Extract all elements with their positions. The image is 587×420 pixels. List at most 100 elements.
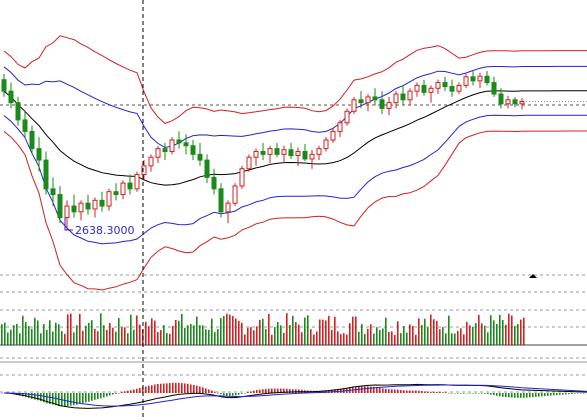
volume-bar-88 xyxy=(88,322,90,345)
volume-bar-337 xyxy=(337,331,339,345)
volume-bar-490 xyxy=(490,315,492,345)
macd-hist-94 xyxy=(94,393,96,400)
macd-hist-262 xyxy=(262,389,264,393)
bollinger-bands xyxy=(3,35,587,291)
macd-hist-391 xyxy=(391,389,393,393)
candle-body-42 xyxy=(295,150,301,157)
candle-body-47 xyxy=(330,130,336,141)
candle-body-31 xyxy=(218,188,224,213)
volume-bar-472 xyxy=(472,326,474,345)
volume-bar-175 xyxy=(175,320,177,345)
macd-hist-73 xyxy=(73,393,75,406)
volume-bar-58 xyxy=(58,324,60,345)
macd-hist-454 xyxy=(454,393,456,394)
volume-bar-328 xyxy=(328,315,330,345)
volume-bar-469 xyxy=(469,325,471,345)
candle-body-24 xyxy=(169,139,175,152)
macd-dea-line xyxy=(3,384,587,407)
macd-hist-334 xyxy=(334,389,336,393)
macd-hist-244 xyxy=(244,393,246,394)
macd-hist-232 xyxy=(232,393,234,396)
volume-bar-229 xyxy=(229,314,231,345)
volume-bar-487 xyxy=(487,332,489,345)
macd-hist-175 xyxy=(175,382,177,393)
macd-hist-160 xyxy=(160,383,162,393)
macd-hist-208 xyxy=(208,389,210,393)
volume-bar-304 xyxy=(304,317,306,345)
macd-hist-289 xyxy=(289,389,291,393)
volume-bar-262 xyxy=(262,318,264,345)
macd-hist-226 xyxy=(226,393,228,396)
volume-bar-448 xyxy=(448,315,450,345)
macd-hist-295 xyxy=(295,389,297,393)
volume-bar-28 xyxy=(28,325,30,345)
volume-bar-502 xyxy=(502,320,504,345)
volume-bar-157 xyxy=(157,332,159,345)
volume-bar-301 xyxy=(301,332,303,345)
candle-body-26 xyxy=(183,142,189,147)
volume-bar-220 xyxy=(220,318,222,345)
candle-body-60 xyxy=(421,84,427,93)
volume-bar-151 xyxy=(151,318,153,345)
macd-hist-562 xyxy=(562,393,564,395)
volume-bar-25 xyxy=(25,322,27,345)
candle-body-36 xyxy=(253,150,259,158)
candle-body-9 xyxy=(64,205,70,219)
macd-hist-388 xyxy=(388,389,390,393)
volume-bar-211 xyxy=(211,318,213,345)
macd-hist-196 xyxy=(196,385,198,393)
volume-bar-46 xyxy=(46,329,48,345)
macd-hist-568 xyxy=(568,393,570,395)
macd-hist-565 xyxy=(565,393,567,395)
volume-bar-394 xyxy=(394,334,396,345)
candle-body-4 xyxy=(29,130,35,150)
macd-hist-448 xyxy=(448,392,450,394)
volume-bar-340 xyxy=(340,334,342,345)
macd-hist-181 xyxy=(181,383,183,393)
low-marker: 2638.3000 xyxy=(64,218,135,237)
volume-bar-343 xyxy=(343,333,345,345)
macd-hist-394 xyxy=(394,389,396,393)
volume-bar-283 xyxy=(283,333,285,345)
volume-bar-232 xyxy=(232,316,234,345)
macd-hist-526 xyxy=(526,393,528,398)
candle-body-71 xyxy=(498,93,504,105)
volume-bar-514 xyxy=(514,325,516,345)
candle-body-10 xyxy=(71,205,77,213)
macd-hist-421 xyxy=(421,391,423,393)
macd-hist-76 xyxy=(76,393,78,405)
candle-body-61 xyxy=(428,87,434,93)
candle-body-63 xyxy=(442,82,448,88)
volume-bar-196 xyxy=(196,316,198,345)
macd-hist-115 xyxy=(115,393,117,394)
macd-hist-253 xyxy=(253,390,255,393)
macd-hist-331 xyxy=(331,389,333,393)
volume-bar-322 xyxy=(322,319,324,345)
volume-bar-385 xyxy=(385,317,387,345)
volume-bar-331 xyxy=(331,329,333,345)
volume-bar-421 xyxy=(421,325,423,345)
macd-hist-250 xyxy=(250,391,252,393)
candle-body-6 xyxy=(43,159,49,190)
macd-hist-55 xyxy=(55,393,57,406)
macd-hist-145 xyxy=(145,386,147,393)
volume-bar-241 xyxy=(241,322,243,345)
volume-bar-166 xyxy=(166,333,168,345)
volume-bar-298 xyxy=(298,324,300,345)
volume-bar-349 xyxy=(349,323,351,345)
volume-bar-31 xyxy=(31,328,33,345)
candle-body-25 xyxy=(176,139,182,144)
volume-bar-223 xyxy=(223,316,225,345)
volume-bar-7 xyxy=(7,332,9,345)
macd-hist-481 xyxy=(481,393,483,394)
macd-hist-439 xyxy=(439,392,441,393)
candle-body-39 xyxy=(274,148,280,155)
candle-body-70 xyxy=(491,82,497,95)
macd-hist-427 xyxy=(427,391,429,393)
volume-bar-16 xyxy=(16,323,18,345)
candle-body-40 xyxy=(281,149,287,155)
macd-hist-532 xyxy=(532,393,534,398)
volume-bar-295 xyxy=(295,322,297,345)
candle-body-52 xyxy=(365,96,371,104)
macd-hist-490 xyxy=(490,393,492,395)
